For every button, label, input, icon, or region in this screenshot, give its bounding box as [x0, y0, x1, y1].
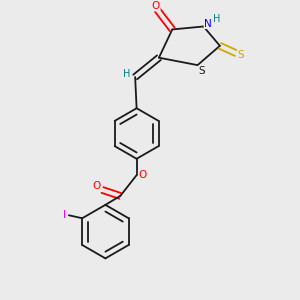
Text: I: I	[63, 210, 66, 220]
Text: O: O	[138, 170, 147, 180]
Text: S: S	[237, 50, 244, 60]
Text: O: O	[152, 1, 160, 11]
Text: H: H	[213, 14, 220, 24]
Text: S: S	[199, 66, 205, 76]
Text: O: O	[92, 181, 101, 190]
Text: N: N	[204, 19, 212, 28]
Text: H: H	[122, 69, 130, 79]
